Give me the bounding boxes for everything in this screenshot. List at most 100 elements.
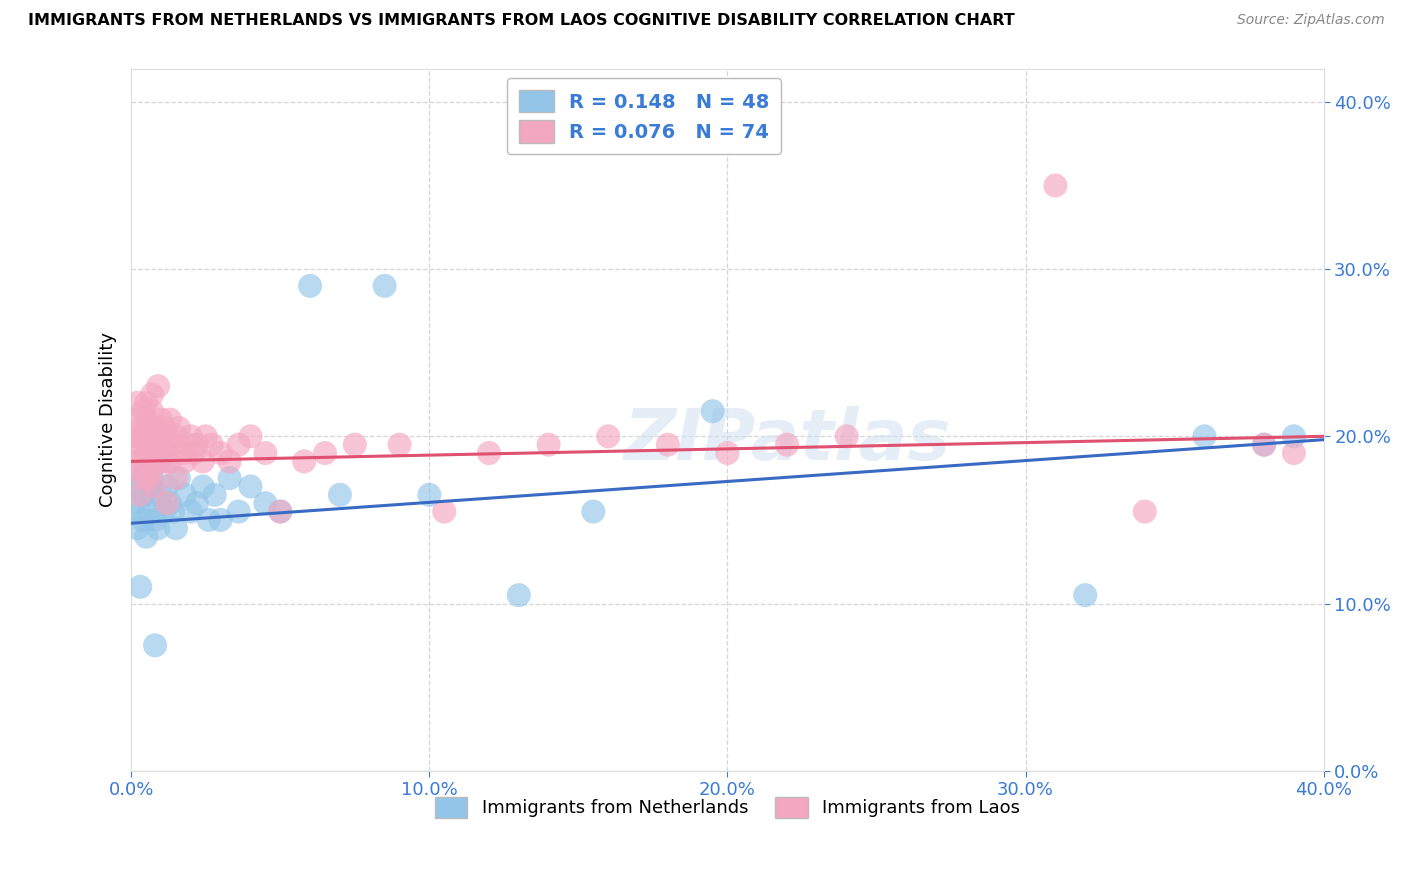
Point <box>143 513 166 527</box>
Point <box>132 471 155 485</box>
Point <box>167 471 190 485</box>
Point <box>239 479 262 493</box>
Point <box>127 396 149 410</box>
Point <box>433 504 456 518</box>
Point <box>135 530 157 544</box>
Point <box>254 446 277 460</box>
Point <box>143 479 166 493</box>
Point <box>508 588 530 602</box>
Point <box>197 513 219 527</box>
Point <box>204 488 226 502</box>
Point <box>135 446 157 460</box>
Point <box>174 454 197 468</box>
Point <box>1282 429 1305 443</box>
Point <box>159 496 181 510</box>
Point <box>162 504 184 518</box>
Point <box>143 446 166 460</box>
Point <box>254 496 277 510</box>
Point <box>150 438 173 452</box>
Point <box>141 463 163 477</box>
Point <box>478 446 501 460</box>
Point <box>228 438 250 452</box>
Point <box>239 429 262 443</box>
Point <box>122 412 145 426</box>
Point <box>180 429 202 443</box>
Point <box>127 429 149 443</box>
Point <box>129 454 152 468</box>
Point <box>1253 438 1275 452</box>
Point <box>218 471 240 485</box>
Point <box>1074 588 1097 602</box>
Point <box>418 488 440 502</box>
Point <box>138 504 160 518</box>
Point <box>138 421 160 435</box>
Point <box>1253 438 1275 452</box>
Point <box>132 513 155 527</box>
Point <box>143 421 166 435</box>
Point <box>194 429 217 443</box>
Point <box>132 404 155 418</box>
Point <box>146 454 169 468</box>
Point <box>228 504 250 518</box>
Point <box>156 446 179 460</box>
Point <box>1282 446 1305 460</box>
Point <box>153 454 176 468</box>
Point <box>191 479 214 493</box>
Point <box>165 521 187 535</box>
Point <box>129 421 152 435</box>
Point <box>165 471 187 485</box>
Point <box>156 479 179 493</box>
Point <box>835 429 858 443</box>
Point <box>657 438 679 452</box>
Point <box>153 504 176 518</box>
Point <box>776 438 799 452</box>
Point <box>150 454 173 468</box>
Point <box>153 421 176 435</box>
Point <box>127 463 149 477</box>
Point <box>186 438 208 452</box>
Point <box>186 496 208 510</box>
Y-axis label: Cognitive Disability: Cognitive Disability <box>100 332 117 508</box>
Point <box>129 580 152 594</box>
Point <box>122 496 145 510</box>
Point <box>1045 178 1067 193</box>
Point <box>183 446 205 460</box>
Point <box>156 429 179 443</box>
Point <box>141 471 163 485</box>
Point <box>138 471 160 485</box>
Point <box>129 504 152 518</box>
Point <box>165 429 187 443</box>
Point <box>269 504 291 518</box>
Point <box>146 429 169 443</box>
Point <box>174 488 197 502</box>
Point <box>138 479 160 493</box>
Point <box>135 412 157 426</box>
Point <box>141 488 163 502</box>
Text: Source: ZipAtlas.com: Source: ZipAtlas.com <box>1237 13 1385 28</box>
Point <box>159 454 181 468</box>
Point <box>170 446 193 460</box>
Point <box>343 438 366 452</box>
Point <box>127 479 149 493</box>
Point <box>159 412 181 426</box>
Point <box>162 438 184 452</box>
Point <box>146 521 169 535</box>
Point <box>269 504 291 518</box>
Point <box>141 429 163 443</box>
Point <box>1194 429 1216 443</box>
Point <box>191 454 214 468</box>
Point <box>314 446 336 460</box>
Point <box>201 438 224 452</box>
Point <box>388 438 411 452</box>
Point <box>209 446 232 460</box>
Point <box>141 387 163 401</box>
Point <box>129 488 152 502</box>
Point <box>598 429 620 443</box>
Point <box>180 504 202 518</box>
Point <box>299 278 322 293</box>
Point <box>122 446 145 460</box>
Point <box>146 379 169 393</box>
Text: ZIPatlas: ZIPatlas <box>623 406 950 475</box>
Point <box>716 446 738 460</box>
Text: IMMIGRANTS FROM NETHERLANDS VS IMMIGRANTS FROM LAOS COGNITIVE DISABILITY CORRELA: IMMIGRANTS FROM NETHERLANDS VS IMMIGRANT… <box>28 13 1015 29</box>
